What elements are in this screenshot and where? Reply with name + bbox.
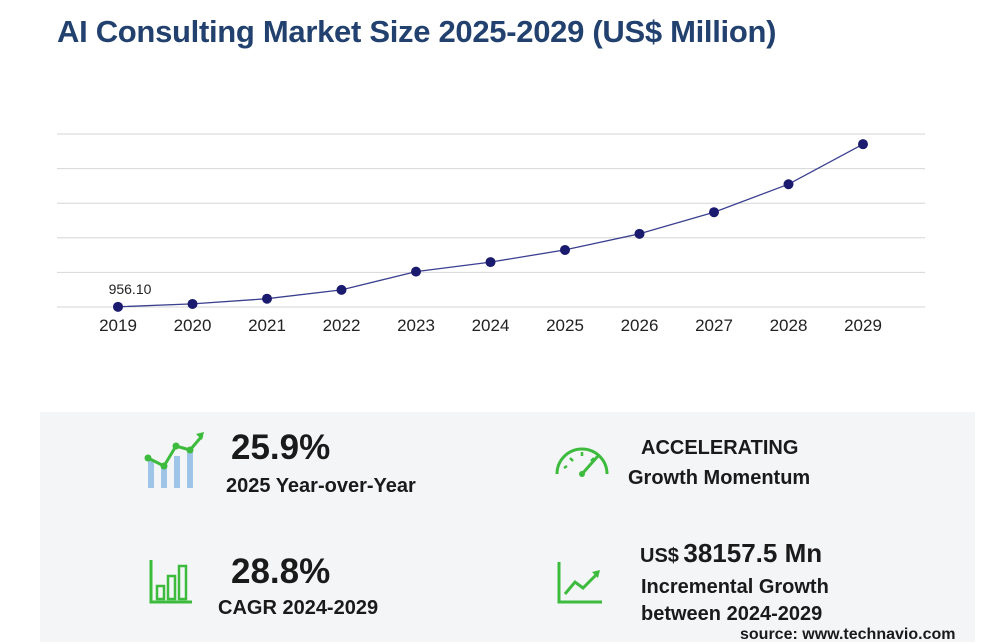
x-tick-label: 2023 bbox=[397, 316, 435, 335]
data-label: 956.10 bbox=[109, 281, 152, 297]
momentum-label: Growth Momentum bbox=[628, 467, 811, 489]
incremental-value-line: US$ 38157.5 Mn bbox=[640, 538, 822, 569]
chart-title: AI Consulting Market Size 2025-2029 (US$… bbox=[57, 14, 777, 49]
x-tick-label: 2020 bbox=[174, 316, 212, 335]
x-tick-label: 2021 bbox=[248, 316, 286, 335]
incremental-label-1: Incremental Growth bbox=[641, 576, 829, 598]
line-chart: 2019 2020 2021 2022 2023 2024 2025 2026 2027 2028… bbox=[57, 133, 925, 335]
incremental-value: 38157.5 Mn bbox=[683, 538, 823, 568]
bar-line-growth-icon bbox=[144, 432, 204, 488]
x-axis-ticks: 2019 2020 2021 2022 2023 2024 2025 2026 2027 2028… bbox=[99, 316, 882, 335]
data-point bbox=[560, 244, 570, 255]
data-point bbox=[709, 207, 719, 218]
yoy-value: 25.9% bbox=[231, 428, 331, 467]
cagr-value: 28.8% bbox=[231, 552, 331, 591]
data-point bbox=[336, 284, 347, 295]
data-point bbox=[411, 266, 421, 277]
bar-chart-icon bbox=[149, 560, 192, 604]
data-point bbox=[485, 257, 496, 268]
momentum-title: ACCELERATING bbox=[641, 437, 799, 459]
cagr-label: CAGR 2024-2029 bbox=[218, 597, 379, 619]
speedometer-icon bbox=[555, 447, 609, 477]
chart-grid bbox=[57, 133, 925, 308]
x-tick-label: 2027 bbox=[695, 316, 733, 335]
x-tick-label: 2026 bbox=[621, 316, 659, 335]
source-note: source: www.technavio.com bbox=[740, 626, 956, 643]
incremental-label-2: between 2024-2029 bbox=[641, 603, 823, 625]
stats-panel bbox=[40, 412, 975, 642]
x-tick-label: 2024 bbox=[472, 316, 510, 335]
x-tick-label: 2025 bbox=[546, 316, 584, 335]
data-point bbox=[262, 293, 272, 304]
x-tick-label: 2028 bbox=[770, 316, 808, 335]
line-trend-icon bbox=[557, 562, 602, 604]
x-tick-label: 2019 bbox=[99, 316, 137, 335]
data-point bbox=[113, 301, 123, 312]
data-point bbox=[858, 139, 868, 150]
series-markers bbox=[113, 139, 868, 312]
x-tick-label: 2029 bbox=[844, 316, 882, 335]
currency-prefix: US$ bbox=[640, 545, 679, 567]
data-point bbox=[187, 298, 198, 309]
x-tick-label: 2022 bbox=[323, 316, 361, 335]
data-point bbox=[634, 228, 645, 239]
data-point bbox=[783, 179, 794, 190]
data-labels: 956.10 bbox=[109, 281, 152, 297]
yoy-label: 2025 Year-over-Year bbox=[226, 475, 416, 497]
